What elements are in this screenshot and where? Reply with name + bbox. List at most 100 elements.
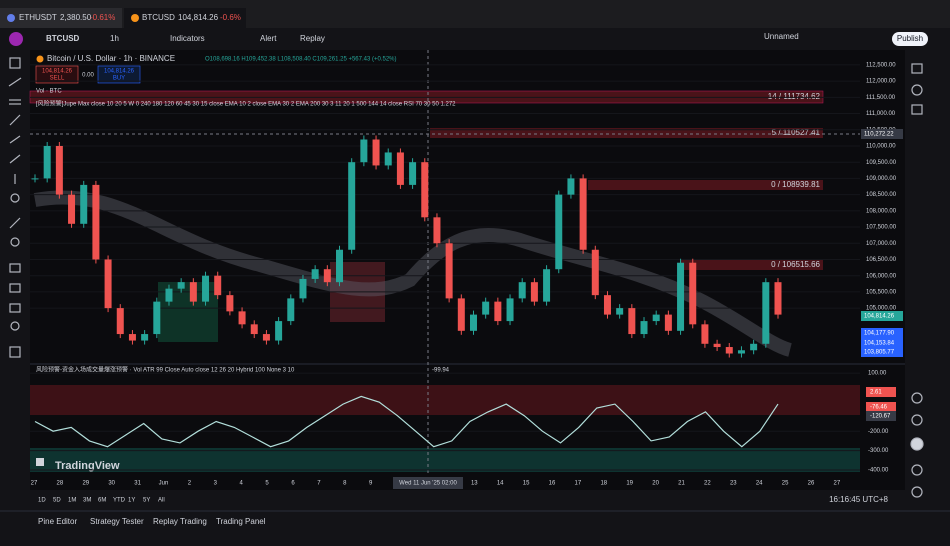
candle (31, 178, 39, 180)
candle (55, 145, 63, 195)
candle (445, 243, 453, 299)
candle (469, 314, 477, 331)
price-tick-label: 106,500.00 (866, 257, 897, 263)
candle (482, 301, 490, 315)
price-badge (861, 338, 903, 348)
range-button[interactable]: YTD (113, 498, 126, 504)
range-button[interactable]: 3M (83, 498, 91, 504)
candle (153, 301, 161, 335)
panel-tab[interactable]: Replay Trading (153, 517, 207, 526)
candle (116, 308, 124, 335)
candle (677, 262, 685, 331)
interval[interactable]: 1h (110, 34, 119, 43)
tab-symbol: ETHUSDT (19, 13, 57, 22)
candle (567, 178, 575, 195)
time-tick-label: 20 (652, 481, 659, 487)
time-tick-label: 21 (678, 481, 685, 487)
candle (299, 278, 307, 299)
tab-active[interactable] (124, 8, 246, 28)
candle (80, 184, 88, 224)
candle (165, 288, 173, 302)
layout-name[interactable]: Unnamed (764, 32, 799, 41)
price-tick-label: 108,500.00 (866, 192, 897, 198)
time-tick-label: 30 (108, 481, 115, 487)
price-badge-label: 110,272.22 (864, 132, 894, 138)
candle (457, 298, 465, 331)
osc-zone (30, 448, 860, 472)
replay[interactable]: Replay (300, 34, 325, 43)
price-badge-label: 104,177.90 (864, 331, 895, 337)
time-tick-label: 25 (782, 481, 789, 487)
buy-price[interactable]: 104,814.26 (104, 69, 135, 75)
range-button[interactable]: All (158, 498, 165, 504)
tab-symbol: BTCUSD (142, 13, 175, 22)
candle (409, 162, 417, 185)
osc-tick-label: -200.00 (868, 429, 889, 435)
time-tick-label: 5 (265, 481, 269, 487)
price-badge-label: 103,805.77 (864, 350, 895, 356)
candle (250, 324, 258, 335)
sell-price[interactable]: 104,814.26 (42, 69, 73, 75)
osc-badge-label: 2.61 (870, 390, 882, 396)
candle (579, 178, 587, 250)
candle (701, 324, 709, 344)
indicators[interactable]: Indicators (170, 34, 205, 43)
sell-label[interactable]: SELL (50, 76, 65, 82)
range-button[interactable]: 1M (68, 498, 76, 504)
buy-label[interactable]: BUY (113, 76, 125, 82)
avatar[interactable] (9, 32, 23, 46)
logo: TradingView (55, 460, 120, 472)
osc-line (34, 395, 779, 448)
price-tick-label: 111,500.00 (866, 95, 896, 101)
candle (311, 269, 319, 279)
alert[interactable]: Alert (260, 34, 277, 43)
candle (92, 184, 100, 260)
range-button[interactable]: 1D (38, 498, 46, 504)
buy-button[interactable] (97, 65, 141, 84)
moving-average-band (33, 190, 793, 357)
price-tick-label: 105,500.00 (866, 289, 897, 295)
price-tick-label: 106,000.00 (866, 273, 897, 279)
range-button[interactable]: 1Y (128, 498, 135, 504)
time-tick-label: 3 (214, 481, 218, 487)
candle (348, 162, 356, 250)
range-button[interactable]: 5Y (143, 498, 150, 504)
volume-legend: Vol · BTC (36, 89, 62, 95)
symbol-search[interactable]: BTCUSD (46, 34, 80, 43)
ohlc: O108,698.16 H109,452.38 L108,508.40 C109… (205, 57, 397, 63)
time-tick-label: 16 (549, 481, 556, 487)
candle (104, 259, 112, 309)
publish-button[interactable] (892, 32, 928, 46)
range-button[interactable]: 6M (98, 498, 106, 504)
time-tick-label: 26 (808, 481, 815, 487)
candle (384, 152, 392, 166)
panel-tab[interactable]: Pine Editor (38, 517, 77, 526)
candle (262, 334, 270, 341)
candle (494, 301, 502, 322)
drawing-tools (8, 57, 22, 358)
time-tick-label: 18 (600, 481, 607, 487)
candle (275, 321, 283, 341)
time-tick-label: 8 (343, 481, 347, 487)
range-button[interactable]: 5D (53, 498, 61, 504)
candle (506, 298, 514, 322)
candle (725, 347, 733, 354)
panel-tab[interactable]: Strategy Tester (90, 517, 144, 526)
osc-badge (866, 402, 896, 412)
panel-tab[interactable]: Trading Panel (216, 517, 266, 526)
series-title: Bitcoin / U.S. Dollar · 1h · BINANCE (47, 54, 175, 63)
drawing-toolbar (0, 50, 30, 510)
candle (616, 308, 624, 315)
indicator-legend: [风险预警]Jupe Max close 10 20 5 W 0 240 180… (36, 100, 456, 108)
tab[interactable] (0, 8, 122, 28)
sell-button[interactable] (35, 65, 79, 84)
sidebar-icons[interactable] (910, 63, 924, 498)
logo-mark (36, 458, 44, 466)
level-label: 5 / 110527.41 (772, 128, 821, 137)
candle (189, 282, 197, 302)
price-tick-label: 109,000.00 (866, 176, 897, 182)
osc-badge-label: -76.46 (870, 405, 888, 411)
tab-price: 2,380.50 (60, 13, 92, 22)
publish-label[interactable]: Publish (897, 34, 923, 43)
level-zone (680, 260, 823, 270)
